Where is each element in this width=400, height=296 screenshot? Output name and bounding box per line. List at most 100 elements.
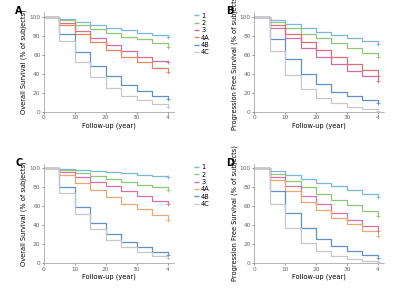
2 (344, 204, 349, 207)
4A (134, 60, 139, 64)
Line: 1: 1 (254, 17, 378, 44)
4B (283, 211, 288, 215)
2 (57, 168, 62, 172)
1 (252, 15, 257, 18)
1 (314, 181, 318, 184)
3 (165, 203, 170, 206)
4C (165, 105, 170, 109)
3 (150, 199, 154, 202)
2 (150, 186, 154, 189)
Text: B: B (226, 6, 233, 16)
4C (376, 261, 380, 264)
1 (298, 177, 303, 181)
4A (298, 200, 303, 203)
4C (57, 40, 62, 43)
3 (165, 60, 170, 64)
3 (252, 167, 257, 170)
4B (360, 99, 365, 102)
4C (72, 60, 77, 64)
4B (298, 72, 303, 75)
4B (88, 64, 93, 68)
3 (329, 211, 334, 215)
2 (165, 189, 170, 192)
4C (252, 167, 257, 170)
4B (57, 186, 62, 189)
4B (360, 253, 365, 257)
4C (134, 250, 139, 254)
4B (376, 256, 380, 260)
Legend: 1, 2, 3, 4A, 4B, 4C: 1, 2, 3, 4A, 4B, 4C (191, 10, 213, 58)
4C (360, 259, 365, 262)
4C (150, 254, 154, 258)
Line: 1: 1 (44, 168, 168, 177)
4B (119, 83, 124, 87)
4A (283, 189, 288, 193)
1 (360, 40, 365, 43)
1 (103, 26, 108, 30)
2 (119, 35, 124, 38)
4C (165, 256, 170, 260)
4B (72, 50, 77, 54)
1 (283, 173, 288, 177)
2 (72, 171, 77, 175)
Text: D: D (226, 157, 234, 168)
2 (134, 38, 139, 41)
3 (344, 218, 349, 221)
3 (42, 167, 46, 170)
Text: A: A (16, 6, 23, 16)
3 (57, 22, 62, 25)
3 (298, 41, 303, 44)
Line: 1: 1 (44, 17, 168, 37)
4B (42, 167, 46, 170)
1 (119, 28, 124, 32)
Line: 4C: 4C (254, 168, 378, 263)
4A (42, 167, 46, 170)
4A (314, 55, 318, 58)
4A (150, 213, 154, 217)
4A (360, 229, 365, 233)
Line: 3: 3 (44, 17, 168, 62)
1 (103, 170, 108, 174)
3 (360, 68, 365, 72)
2 (360, 209, 365, 213)
Line: 4B: 4B (254, 168, 378, 258)
4C (298, 87, 303, 91)
X-axis label: Follow-up (year): Follow-up (year) (82, 274, 136, 281)
4C (119, 245, 124, 249)
2 (360, 51, 365, 54)
4B (165, 253, 170, 257)
4A (344, 69, 349, 73)
3 (252, 15, 257, 18)
3 (150, 59, 154, 63)
4C (376, 109, 380, 112)
4A (267, 178, 272, 181)
Y-axis label: Overall Survival (% of subjects): Overall Survival (% of subjects) (21, 161, 27, 266)
4B (267, 38, 272, 41)
Line: 4B: 4B (44, 17, 168, 99)
2 (150, 41, 154, 45)
4A (252, 167, 257, 170)
4B (329, 90, 334, 94)
4A (88, 41, 93, 44)
3 (267, 23, 272, 27)
2 (283, 26, 288, 30)
1 (134, 173, 139, 177)
Line: 4C: 4C (44, 168, 168, 258)
4A (314, 208, 318, 212)
2 (252, 15, 257, 18)
4A (252, 15, 257, 18)
4B (134, 89, 139, 93)
Line: 3: 3 (44, 168, 168, 205)
4C (267, 203, 272, 206)
4A (88, 189, 93, 192)
1 (360, 192, 365, 196)
2 (298, 32, 303, 36)
1 (329, 33, 334, 36)
3 (88, 37, 93, 40)
4A (103, 48, 108, 52)
Line: 4C: 4C (44, 17, 168, 107)
4A (165, 218, 170, 221)
Line: 4A: 4A (254, 168, 378, 236)
1 (252, 167, 257, 170)
4A (298, 46, 303, 50)
